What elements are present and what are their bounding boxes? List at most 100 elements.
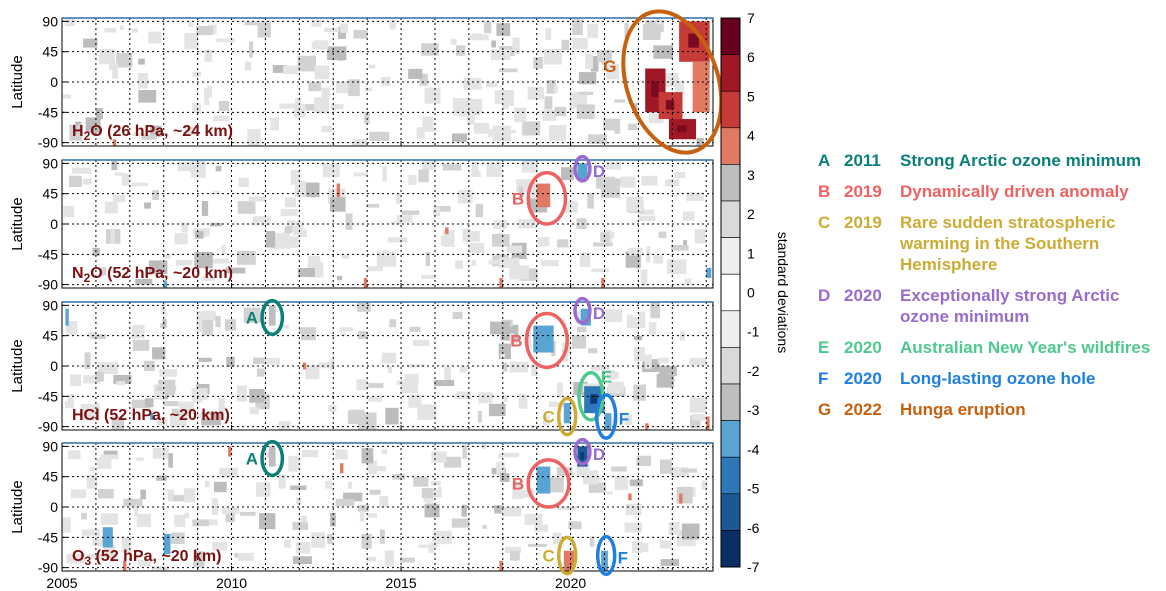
event-marker-label: B xyxy=(512,189,524,208)
background-anomaly-cell xyxy=(382,166,387,182)
event-legend-item: A 2011 Strong Arctic ozone minimum xyxy=(818,150,1163,171)
background-anomaly-cell xyxy=(450,38,457,45)
anomaly-region xyxy=(679,493,683,504)
background-anomaly-cell xyxy=(379,529,385,544)
anomaly-region xyxy=(65,308,69,326)
background-anomaly-cell xyxy=(637,209,655,215)
y-tick-label: 45 xyxy=(42,469,58,485)
background-anomaly-cell xyxy=(188,20,194,27)
colorbar-band xyxy=(720,530,741,568)
background-anomaly-cell xyxy=(367,513,378,518)
background-anomaly-cell xyxy=(491,49,511,61)
background-anomaly-cell xyxy=(659,365,677,376)
background-anomaly-cell xyxy=(300,515,307,523)
background-anomaly-cell xyxy=(488,403,506,417)
background-anomaly-cell xyxy=(225,267,246,274)
background-anomaly-cell xyxy=(361,534,372,549)
background-anomaly-cell xyxy=(518,186,523,201)
background-anomaly-cell xyxy=(554,106,567,117)
background-anomaly-cell xyxy=(627,314,633,327)
event-year: 2020 xyxy=(844,286,882,305)
background-anomaly-cell xyxy=(527,86,544,100)
background-anomaly-cell xyxy=(597,49,612,63)
background-anomaly-cell xyxy=(455,391,472,399)
y-tick-label: -45 xyxy=(38,104,58,120)
colorbar-tick-label: 5 xyxy=(747,88,755,104)
background-anomaly-cell xyxy=(279,103,298,109)
panel-label-main: H xyxy=(72,123,84,140)
background-anomaly-cell xyxy=(488,260,505,265)
panel-label-rest: (52 hPa, ~20 km) xyxy=(91,548,221,565)
background-anomaly-cell xyxy=(614,99,626,103)
background-anomaly-cell xyxy=(341,254,350,259)
background-anomaly-cell xyxy=(428,542,434,553)
background-anomaly-cell xyxy=(422,116,434,132)
event-letter: A xyxy=(818,151,831,170)
panel-label-subscript: 2 xyxy=(84,271,91,285)
background-anomaly-cell xyxy=(648,322,657,335)
background-anomaly-cell xyxy=(399,557,415,563)
background-anomaly-cell xyxy=(531,424,539,429)
background-anomaly-cell xyxy=(606,64,619,80)
anomaly-region xyxy=(112,139,117,146)
background-anomaly-cell xyxy=(84,352,91,369)
background-anomaly-cell xyxy=(629,523,641,527)
y-tick-label: -90 xyxy=(38,560,58,576)
background-anomaly-cell xyxy=(498,257,513,268)
background-anomaly-cell xyxy=(543,48,562,65)
event-letter: B xyxy=(818,182,831,201)
panel-label-subscript: 3 xyxy=(84,554,91,568)
background-anomaly-cell xyxy=(434,206,451,212)
x-tick-label: 2020 xyxy=(555,575,586,591)
background-anomaly-cell xyxy=(576,104,595,119)
background-anomaly-cell xyxy=(491,40,496,48)
colorbar-band xyxy=(720,310,741,348)
anomaly-region xyxy=(533,325,554,353)
colorbar-tick-label: 0 xyxy=(747,285,755,301)
background-anomaly-cell xyxy=(297,268,315,277)
background-anomaly-cell xyxy=(556,382,563,399)
background-anomaly-cell xyxy=(658,231,667,239)
background-anomaly-cell xyxy=(496,23,511,36)
background-anomaly-cell xyxy=(493,220,507,230)
background-anomaly-cell xyxy=(569,91,587,109)
background-anomaly-cell xyxy=(121,538,132,553)
background-anomaly-cell xyxy=(194,251,213,269)
background-anomaly-cell xyxy=(238,552,254,561)
background-anomaly-cell xyxy=(132,132,145,136)
background-anomaly-cell xyxy=(607,371,619,379)
event-marker-label: B xyxy=(510,331,522,350)
background-anomaly-cell xyxy=(689,415,701,429)
background-anomaly-cell xyxy=(626,196,644,213)
background-anomaly-cell xyxy=(185,126,198,136)
background-anomaly-cell xyxy=(518,393,528,409)
background-anomaly-cell xyxy=(457,190,473,204)
background-anomaly-cell xyxy=(502,506,522,517)
event-marker-label: F xyxy=(619,410,629,429)
background-anomaly-cell xyxy=(357,303,371,312)
anomaly-region xyxy=(445,227,449,235)
background-anomaly-cell xyxy=(284,226,292,234)
background-anomaly-cell xyxy=(284,236,299,248)
background-anomaly-cell xyxy=(366,383,384,388)
panel-label-rest: O (52 hPa, ~20 km) xyxy=(90,265,233,282)
background-anomaly-cell xyxy=(284,197,297,208)
y-tick-label: -90 xyxy=(38,419,58,435)
background-anomaly-cell xyxy=(63,94,71,99)
background-anomaly-cell xyxy=(614,475,629,491)
background-anomaly-cell xyxy=(486,82,498,88)
background-anomaly-cell xyxy=(506,245,522,253)
background-anomaly-cell xyxy=(657,357,669,364)
background-anomaly-cell xyxy=(690,397,708,402)
y-tick-label: -45 xyxy=(38,388,58,404)
background-anomaly-cell xyxy=(330,197,346,212)
anomaly-region xyxy=(536,183,551,208)
background-anomaly-cell xyxy=(696,137,704,146)
background-anomaly-cell xyxy=(537,237,550,247)
y-tick-label: 90 xyxy=(42,297,58,313)
background-anomaly-cell xyxy=(257,21,271,38)
background-anomaly-cell xyxy=(87,553,104,559)
background-anomaly-cell xyxy=(434,380,454,387)
background-anomaly-cell xyxy=(500,353,505,358)
background-anomaly-cell xyxy=(348,481,353,489)
